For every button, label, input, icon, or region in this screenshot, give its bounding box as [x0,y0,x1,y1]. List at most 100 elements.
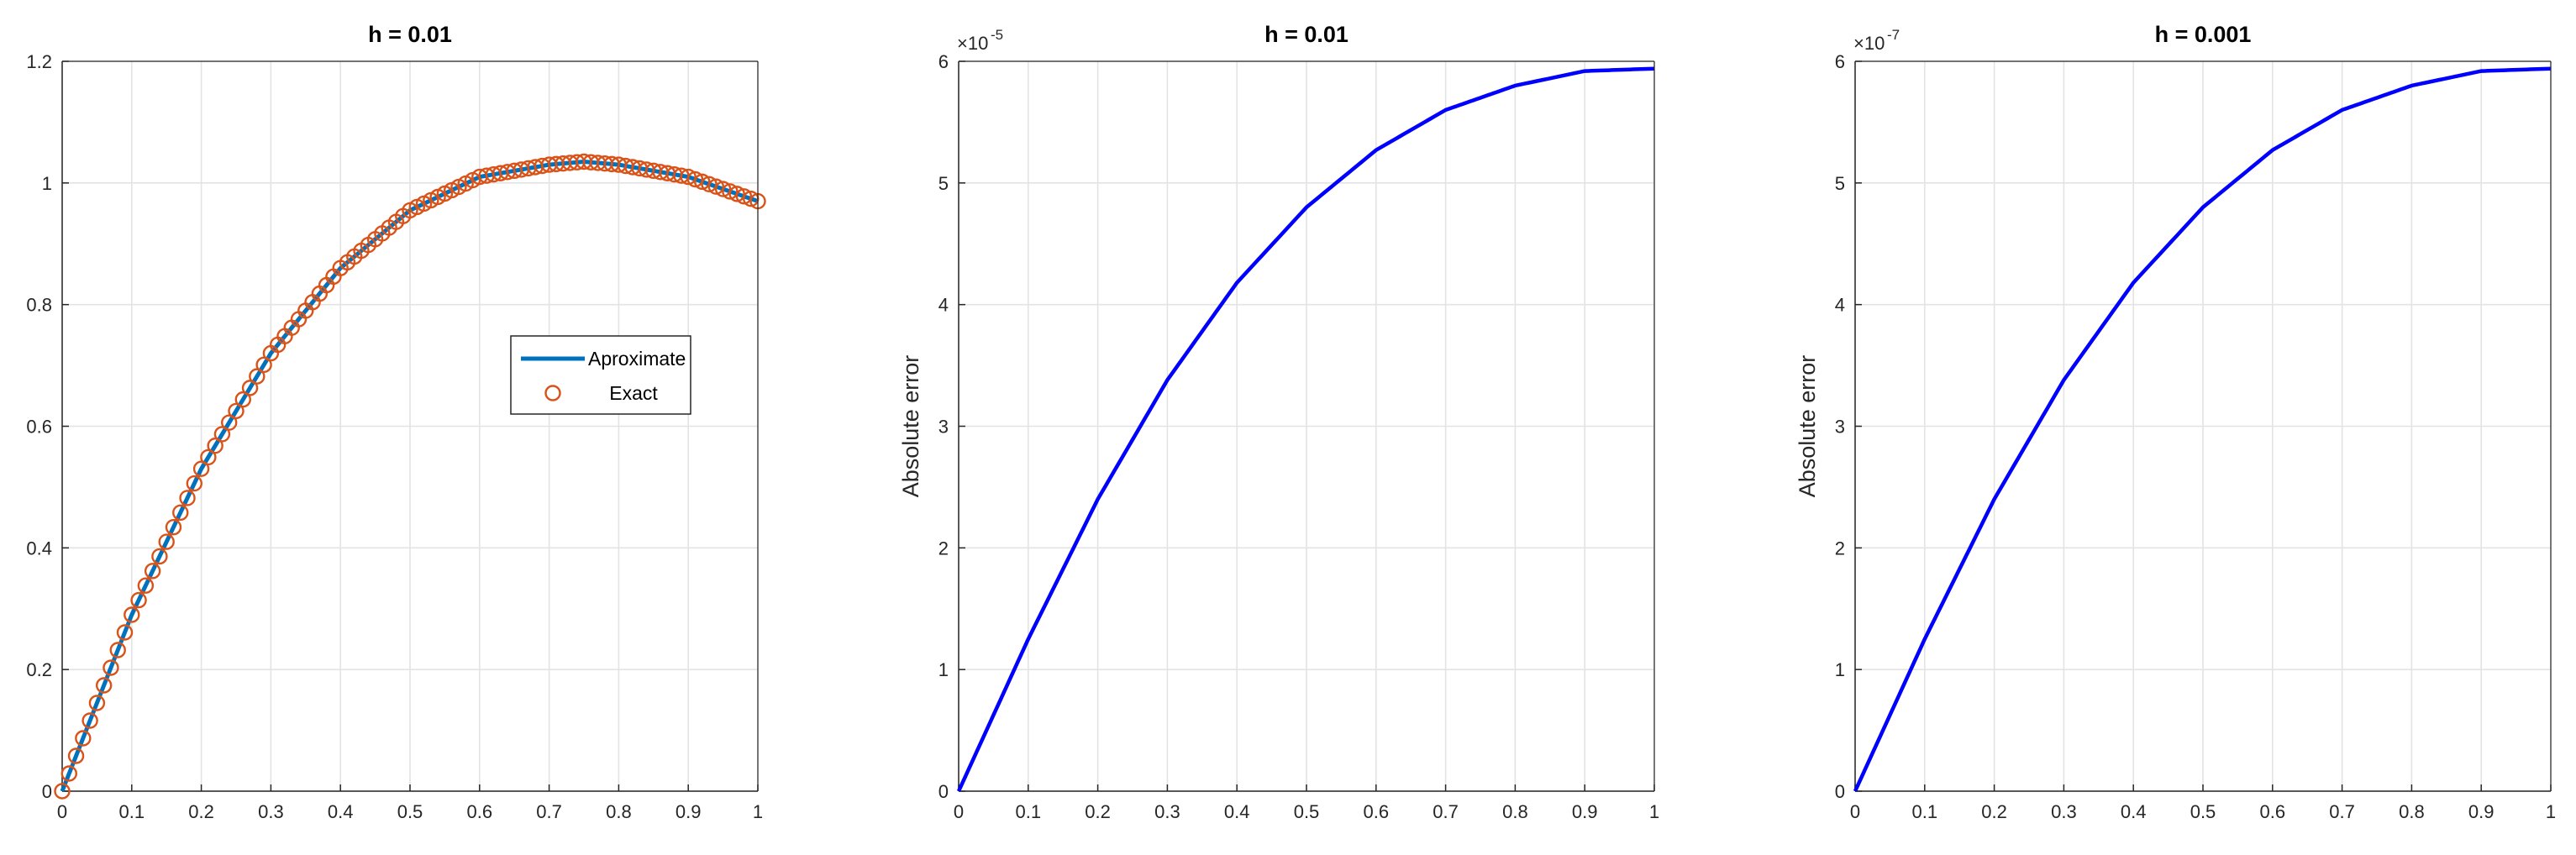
x-tick-label: 0.8 [606,801,632,822]
x-tick-label: 0.2 [1981,801,2007,822]
legend-label-aproximate: Aproximate [588,348,686,370]
exact-marker [249,368,265,385]
exact-marker [54,783,71,800]
x-tick-label: 0 [954,801,964,822]
exact-marker [714,181,732,197]
exact-marker [228,402,244,420]
exact-marker [151,548,168,565]
chart-title: h = 0.01 [368,22,452,47]
y-tick-label: 1.2 [26,51,52,72]
y-axis-label: Absolute error [1795,355,1820,498]
y-tick-label: 2 [938,538,949,559]
exact-marker [241,380,259,396]
x-tick-label: 0.1 [119,801,145,822]
exact-marker [186,475,203,492]
exact-marker [255,356,272,374]
y-tick-label: 0.2 [26,659,52,680]
y-exponent-power: -5 [991,27,1003,43]
exact-marker [701,176,718,192]
exact-marker [137,577,155,594]
x-tick-label: 0.6 [2260,801,2286,822]
x-tick-label: 0.9 [2468,801,2495,822]
chart-title: h = 0.01 [1264,22,1348,47]
x-tick-label: 1 [1649,801,1659,822]
x-tick-label: 0.2 [1085,801,1111,822]
y-tick-label: 0 [1835,781,1845,802]
y-tick-label: 5 [938,173,949,194]
chart-1: 0 0.1 0.2 0.3 0.4 0.5 0.6 0.7 0.8 0.9 1 0 0.2 0.4 0.6 0… [26,22,766,822]
exact-marker [735,188,753,205]
x-tick-label: 0.9 [1572,801,1598,822]
y-tick-label: 0.8 [26,295,52,316]
exact-marker [207,437,223,454]
y-tick-label: 5 [1835,173,1845,194]
exact-marker [109,642,126,658]
exact-marker [707,178,725,195]
y-tick-label: 0.6 [26,417,52,438]
exact-marker [192,460,210,477]
exact-marker [67,747,85,764]
exact-marker [81,712,98,729]
y-exponent-power: -7 [1887,27,1900,43]
exact-marker [124,606,140,623]
y-exponent-base: ×10 [957,33,988,54]
error-line [1853,66,2552,792]
y-exponent-base: ×10 [1853,33,1885,54]
exact-marker [165,519,182,536]
error-line [956,66,1655,792]
exact-marker [234,391,251,408]
x-tick-label: 0.1 [1016,801,1042,822]
y-tick-label: 1 [1835,659,1845,680]
y-tick-label: 4 [938,295,949,316]
x-tick-label: 0.4 [1224,801,1250,822]
chart-3: 0 0.1 0.2 0.3 0.4 0.5 0.6 0.7 0.8 0.9 1 0 1 2 3 4 5 6 h = … [1795,22,2556,822]
exact-marker [221,414,238,431]
legend-label-exact: Exact [609,382,658,404]
y-axis-label: Absolute error [898,355,923,498]
exact-marker [144,563,161,580]
x-tick-label: 0.3 [2051,801,2077,822]
exact-marker [172,504,189,522]
exact-marker [200,448,217,466]
exact-marker [694,173,711,191]
x-tick-label: 0 [57,801,67,822]
exact-marker [116,624,134,641]
x-tick-label: 1 [753,801,763,822]
x-tick-label: 0.7 [2329,801,2355,822]
exact-marker [179,490,196,506]
x-tick-label: 0.4 [328,801,354,822]
x-tick-label: 0 [1850,801,1860,822]
x-tick-label: 0.5 [397,801,423,822]
x-tick-label: 0.5 [1294,801,1320,822]
y-tick-label: 1 [938,659,949,680]
x-tick-label: 0.9 [676,801,702,822]
x-tick-label: 0.2 [188,801,214,822]
legend: Aproximate Exact [510,335,691,415]
x-tick-label: 0.6 [1364,801,1390,822]
y-tick-label: 3 [938,417,949,438]
y-tick-label: 3 [1835,417,1845,438]
x-tick-label: 0.3 [258,801,284,822]
y-tick-label: 1 [42,173,52,194]
exact-marker [728,186,745,202]
x-tick-label: 1 [2546,801,2556,822]
x-tick-label: 0.7 [536,801,562,822]
y-tick-label: 2 [1835,538,1845,559]
exact-marker [60,765,77,782]
x-tick-label: 0.6 [467,801,493,822]
exact-marker [158,533,175,550]
y-tick-label: 0.4 [26,538,52,559]
y-tick-label: 0 [42,781,52,802]
y-tick-label: 4 [1835,295,1845,316]
x-tick-label: 0.4 [2121,801,2147,822]
exact-marker [130,591,147,609]
exact-marker [686,170,704,188]
exact-marker [75,730,92,747]
series-exact-markers [54,153,766,800]
exact-marker [680,168,697,186]
exact-marker [722,183,739,200]
exact-marker [213,426,231,443]
x-tick-label: 0.8 [1502,801,1528,822]
x-tick-label: 0.5 [2190,801,2216,822]
